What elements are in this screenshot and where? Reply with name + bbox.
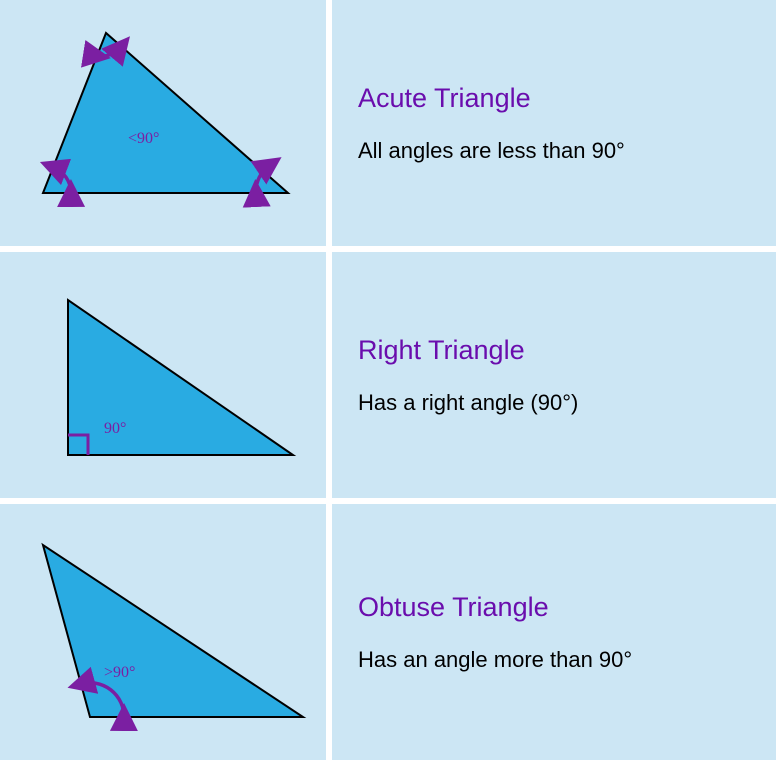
right-text-cell: Right Triangle Has a right angle (90°) <box>332 252 776 498</box>
obtuse-triangle-shape <box>43 545 303 717</box>
right-description: Has a right angle (90°) <box>358 390 756 416</box>
acute-title: Acute Triangle <box>358 83 756 114</box>
right-diagram-cell: 90° <box>0 252 326 498</box>
acute-text-cell: Acute Triangle All angles are less than … <box>332 0 776 246</box>
obtuse-diagram-cell: >90° <box>0 504 326 760</box>
triangle-types-table: <90° Acute Triangle All angles are less … <box>0 0 776 748</box>
acute-diagram-cell: <90° <box>0 0 326 246</box>
acute-description: All angles are less than 90° <box>358 138 756 164</box>
acute-triangle-svg: <90° <box>8 13 318 233</box>
obtuse-text-cell: Obtuse Triangle Has an angle more than 9… <box>332 504 776 760</box>
right-triangle-shape <box>68 300 293 455</box>
angle-label: 90° <box>104 420 126 437</box>
angle-label: >90° <box>104 664 135 681</box>
obtuse-triangle-svg: >90° <box>8 517 318 747</box>
obtuse-description: Has an angle more than 90° <box>358 647 756 673</box>
angle-label: <90° <box>128 130 159 147</box>
right-triangle-svg: 90° <box>8 265 318 485</box>
acute-triangle-shape <box>43 33 288 193</box>
right-title: Right Triangle <box>358 335 756 366</box>
obtuse-title: Obtuse Triangle <box>358 592 756 623</box>
